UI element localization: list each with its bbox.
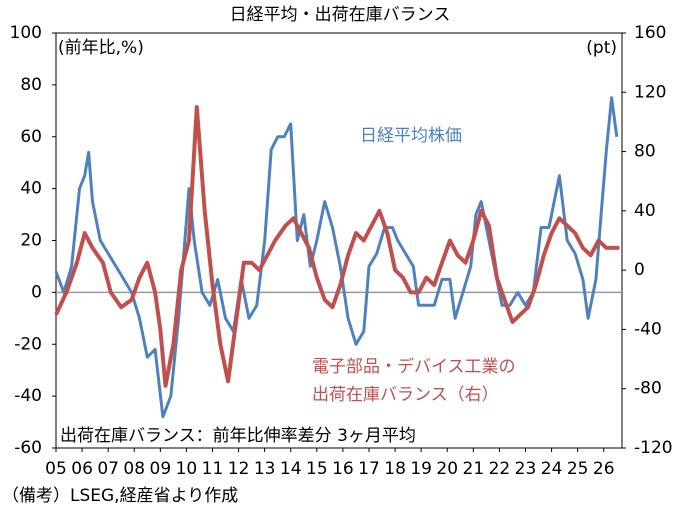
chart-title: 日経平均・出荷在庫バランス	[230, 5, 451, 25]
y-tick-label: 100	[10, 23, 42, 43]
x-tick-label: 14	[280, 459, 302, 479]
series-label: 日経平均株価	[360, 126, 462, 146]
x-tick-label: 06	[71, 459, 93, 479]
x-tick-label: 18	[384, 459, 406, 479]
y-tick-label: 60	[20, 127, 42, 147]
x-tick-label: 11	[202, 459, 224, 479]
x-tick-label: 19	[410, 459, 432, 479]
y-tick-label: -60	[14, 438, 42, 458]
y2-tick-label: 40	[634, 201, 656, 221]
x-tick-label: 22	[489, 459, 511, 479]
x-tick-label: 05	[45, 459, 67, 479]
y-tick-label: -40	[14, 386, 42, 406]
x-tick-label: 20	[436, 459, 458, 479]
x-tick-label: 21	[463, 459, 485, 479]
y2-tick-label: -40	[634, 319, 662, 339]
note: 出荷在庫バランス：前年比伸率差分 3ヶ月平均	[60, 426, 416, 446]
series-label: 出荷在庫バランス（右）	[312, 385, 499, 405]
series-label: 電子部品・デバイス工業の	[312, 356, 516, 377]
x-tick-label: 07	[97, 459, 119, 479]
y-tick-label: 20	[20, 231, 42, 251]
y2-tick-label: -80	[634, 379, 662, 399]
y-tick-label: -20	[14, 334, 42, 354]
y2-tick-label: -120	[634, 438, 673, 458]
x-tick-label: 12	[228, 459, 250, 479]
y-tick-label: 0	[31, 282, 42, 302]
x-tick-label: 16	[332, 459, 354, 479]
y-axis-label: (前年比,%)	[58, 38, 144, 58]
y2-tick-label: 120	[634, 82, 666, 102]
source: （備考）LSEG,経産省より作成	[2, 486, 238, 506]
y2-axis-label: (pt)	[586, 38, 617, 58]
x-tick-label: 08	[123, 459, 145, 479]
y-tick-label: 40	[20, 179, 42, 199]
x-tick-label: 10	[176, 459, 198, 479]
series-line	[54, 105, 620, 388]
y2-tick-label: 80	[634, 142, 656, 162]
x-tick-label: 24	[541, 459, 563, 479]
x-tick-label: 09	[150, 459, 172, 479]
y2-tick-label: 160	[634, 23, 666, 43]
y2-tick-label: 0	[634, 260, 645, 280]
x-tick-label: 17	[358, 459, 380, 479]
y-tick-label: 80	[20, 75, 42, 95]
x-tick-label: 23	[515, 459, 537, 479]
x-tick-label: 25	[567, 459, 589, 479]
x-tick-label: 13	[254, 459, 276, 479]
x-tick-label: 26	[593, 459, 615, 479]
x-tick-label: 15	[306, 459, 328, 479]
